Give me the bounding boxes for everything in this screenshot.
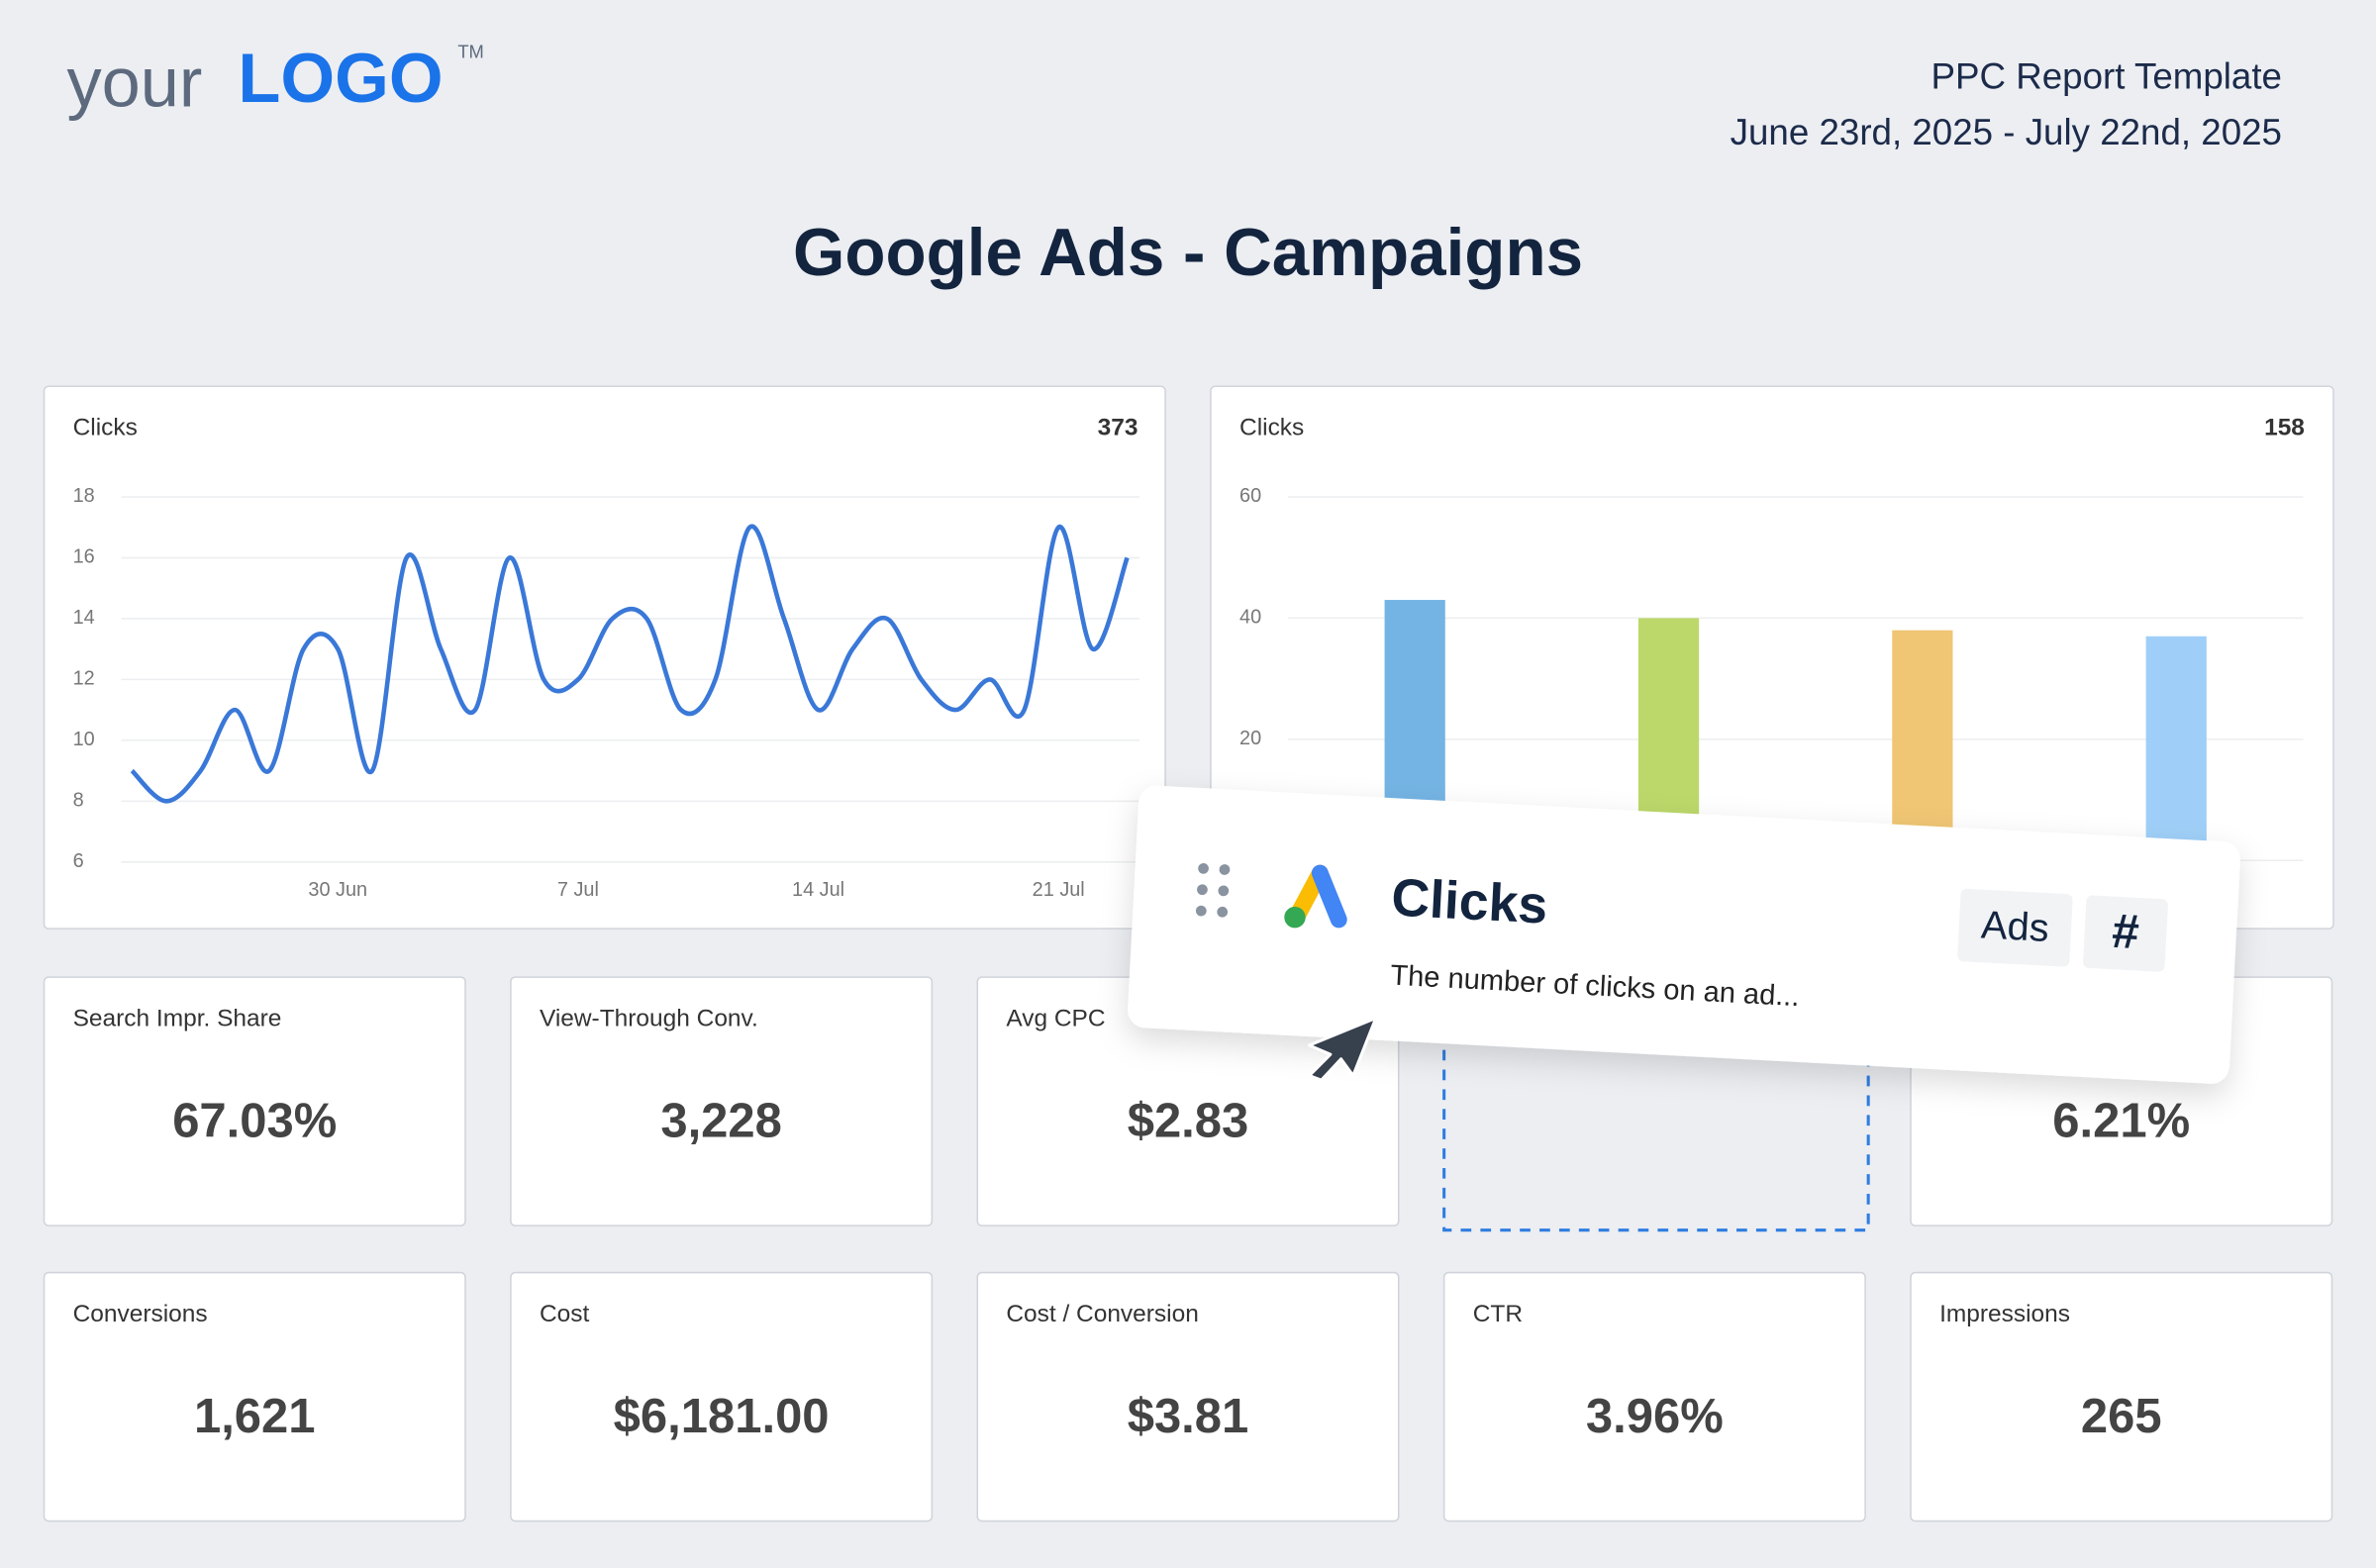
line-chart: 6 8 10 12 14 16 18 30 Jun 7 Jul 14 Jul 21 Jul (73, 485, 1140, 901)
kpi-value: 3,228 (660, 1095, 782, 1148)
y-tick-label: 16 (73, 546, 95, 568)
x-tick-label: 21 Jul (1033, 879, 1085, 901)
report-title: PPC Report Template (1931, 55, 2282, 96)
kpi-card (976, 1271, 1400, 1522)
drop-slot (1442, 986, 1870, 1232)
kpi-value: 3.96% (1586, 1390, 1724, 1443)
kpi-label: Impressions (1939, 1301, 2070, 1327)
card-title: Clicks (1239, 415, 1304, 441)
kpi-value: $6,181.00 (614, 1390, 830, 1443)
y-tick-label: 60 (1239, 485, 1261, 507)
kpi-card (43, 1271, 466, 1522)
kpi-card (510, 976, 934, 1226)
x-tick-label: 30 Jun (308, 879, 367, 901)
popup-card[interactable]: Clicks The number of clicks on an ad... … (1127, 785, 2240, 1085)
page-title: Google Ads - Campaigns (793, 216, 1583, 290)
tag-chip[interactable] (1957, 888, 2073, 967)
kpi-card (510, 1271, 934, 1522)
line-series (130, 524, 1130, 804)
y-tick-label: 40 (1239, 607, 1261, 629)
tag-chip[interactable] (2083, 895, 2168, 972)
y-tick-label: 6 (73, 850, 84, 872)
card-title: Clicks (73, 415, 138, 441)
date-range: June 23rd, 2025 - July 22nd, 2025 (1731, 112, 2282, 152)
kpi-value: 1,621 (194, 1390, 316, 1443)
kpi-value: 6.21% (2052, 1095, 2190, 1148)
kpi-card (1442, 1271, 1866, 1522)
bar (1892, 630, 1953, 861)
logo-your: your (66, 43, 202, 121)
popup-background (1128, 785, 2240, 1084)
x-tick-label: 14 Jul (792, 879, 844, 901)
kpi-grid: Search Impr. Share 67.03% View-Through Con… (43, 976, 2333, 1522)
logo-text: LOGO (238, 39, 443, 117)
kpi-label: View-Through Conv. (540, 1005, 758, 1031)
y-tick-label: 8 (73, 790, 84, 812)
logo: your LOGO TM (66, 39, 483, 122)
bar (2145, 636, 2207, 861)
y-tick-label: 10 (73, 729, 95, 750)
kpi-label: CTR (1473, 1301, 1523, 1327)
line-card (43, 385, 1166, 930)
y-tick-label: 20 (1239, 728, 1261, 749)
kpi-card (1910, 1271, 2333, 1522)
kpi-label: Cost / Conversion (1006, 1301, 1198, 1327)
google-ads-icon (1284, 864, 1347, 929)
drag-handle[interactable] (1195, 863, 1231, 918)
kpi-label: Avg CPC (1006, 1005, 1105, 1031)
kpi-label: Conversions (73, 1301, 208, 1327)
kpi-label: Search Impr. Share (73, 1005, 282, 1031)
y-tick-label: 14 (73, 607, 95, 629)
card-total: 373 (1098, 415, 1138, 441)
card-total: 158 (2264, 415, 2305, 441)
y-tick-label: 12 (73, 668, 95, 690)
kpi-value: $3.81 (1128, 1390, 1249, 1443)
logo-tm: TM (457, 41, 484, 61)
popup-title: Clicks (1390, 868, 1549, 934)
kpi-label: Cost (540, 1301, 590, 1327)
kpi-card (43, 976, 466, 1226)
cursor (1307, 1016, 1378, 1082)
tag-hash: # (2111, 905, 2140, 959)
kpi-value: $2.83 (1128, 1095, 1249, 1148)
kpi-value: 67.03% (172, 1095, 337, 1148)
y-tick-label: 18 (73, 485, 95, 507)
kpi-value: 265 (2081, 1390, 2162, 1443)
x-tick-label: 7 Jul (557, 879, 599, 901)
tag-ads: Ads (1980, 903, 2050, 950)
